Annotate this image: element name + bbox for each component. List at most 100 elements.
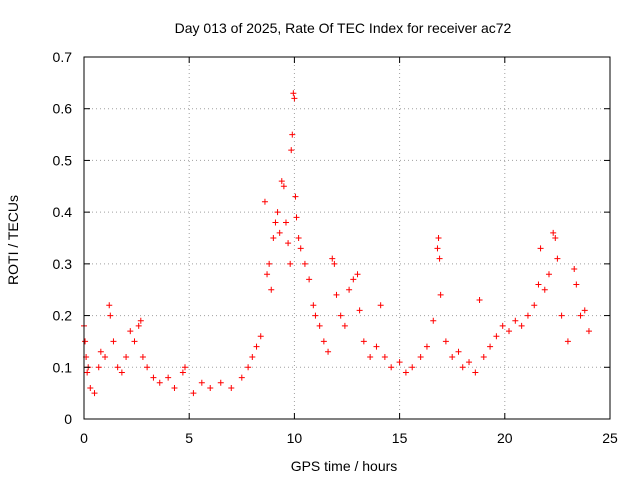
data-point bbox=[554, 255, 561, 262]
y-tick-labels: 0 0.1 0.2 0.3 0.4 0.5 0.6 0.7 bbox=[53, 49, 73, 427]
data-point bbox=[585, 328, 592, 335]
data-point bbox=[449, 353, 456, 360]
data-point bbox=[337, 312, 344, 319]
y-axis-title: ROTI / TECUs bbox=[5, 195, 21, 285]
data-point bbox=[466, 359, 473, 366]
data-point bbox=[287, 260, 294, 267]
data-point bbox=[217, 379, 224, 386]
y-tick-label: 0.4 bbox=[53, 204, 73, 220]
data-point bbox=[535, 281, 542, 288]
data-point bbox=[423, 343, 430, 350]
data-point bbox=[291, 95, 298, 102]
data-point bbox=[114, 364, 121, 371]
data-point bbox=[455, 348, 462, 355]
data-point bbox=[106, 302, 113, 309]
data-point bbox=[278, 178, 285, 185]
data-point bbox=[292, 193, 299, 200]
data-point bbox=[320, 338, 327, 345]
data-point bbox=[123, 353, 130, 360]
data-point bbox=[493, 333, 500, 340]
data-point bbox=[518, 322, 525, 329]
data-point bbox=[257, 333, 264, 340]
data-point bbox=[437, 291, 444, 298]
data-point bbox=[552, 235, 559, 241]
data-point bbox=[316, 322, 323, 329]
data-point bbox=[331, 260, 338, 267]
data-point bbox=[571, 266, 578, 273]
data-point bbox=[346, 286, 353, 293]
data-point bbox=[156, 379, 163, 386]
data-point bbox=[329, 255, 336, 262]
data-point bbox=[381, 353, 388, 360]
data-point bbox=[487, 343, 494, 350]
data-point bbox=[537, 245, 544, 252]
plot-frame bbox=[83, 56, 611, 420]
data-point bbox=[506, 328, 513, 335]
data-point bbox=[285, 240, 292, 247]
data-point bbox=[360, 338, 367, 345]
data-point bbox=[333, 291, 340, 298]
y-tick-label: 0.1 bbox=[53, 359, 73, 375]
x-tick-label: 15 bbox=[392, 430, 408, 446]
data-point bbox=[499, 322, 506, 329]
data-point bbox=[268, 286, 275, 293]
data-point bbox=[430, 317, 437, 324]
x-tick-label: 10 bbox=[287, 430, 303, 446]
tick-marks bbox=[83, 56, 611, 420]
y-tick-label: 0.6 bbox=[53, 101, 73, 117]
x-tick-label: 20 bbox=[497, 430, 513, 446]
data-point bbox=[179, 369, 186, 376]
data-point bbox=[238, 374, 245, 381]
y-tick-label: 0.2 bbox=[53, 308, 73, 324]
data-point bbox=[577, 312, 584, 319]
data-point bbox=[139, 353, 146, 360]
data-point bbox=[228, 384, 235, 391]
grid-layer bbox=[84, 57, 610, 419]
data-point bbox=[297, 245, 304, 252]
data-point bbox=[573, 281, 580, 288]
data-point bbox=[131, 338, 138, 345]
data-point bbox=[480, 353, 487, 360]
data-point bbox=[564, 338, 571, 345]
data-point bbox=[325, 348, 332, 355]
data-point bbox=[198, 379, 205, 386]
data-point bbox=[107, 312, 114, 319]
data-point bbox=[181, 364, 188, 371]
data-point bbox=[306, 276, 313, 283]
data-point bbox=[118, 369, 125, 376]
data-point bbox=[512, 317, 519, 324]
data-point bbox=[190, 390, 197, 397]
data-point bbox=[550, 229, 557, 236]
data-point bbox=[102, 353, 109, 360]
chart-title: Day 013 of 2025, Rate Of TEC Index for r… bbox=[175, 20, 512, 36]
data-point bbox=[435, 235, 442, 241]
data-point bbox=[290, 90, 297, 97]
data-point bbox=[91, 390, 98, 397]
data-point bbox=[288, 147, 295, 154]
data-point bbox=[341, 322, 348, 329]
data-point bbox=[97, 348, 104, 355]
data-point bbox=[434, 245, 441, 252]
data-point bbox=[310, 302, 317, 309]
data-point bbox=[289, 131, 296, 138]
x-tick-label: 5 bbox=[185, 430, 193, 446]
y-tick-label: 0.7 bbox=[53, 49, 73, 65]
y-tick-label: 0 bbox=[64, 411, 72, 427]
x-tick-label: 25 bbox=[602, 430, 618, 446]
data-point bbox=[476, 297, 483, 304]
data-point bbox=[137, 317, 144, 324]
data-point bbox=[144, 364, 151, 371]
data-point bbox=[581, 307, 588, 314]
data-point bbox=[367, 353, 374, 360]
x-axis-title: GPS time / hours bbox=[291, 458, 398, 474]
data-point bbox=[531, 302, 538, 309]
data-points bbox=[81, 90, 592, 397]
data-point bbox=[442, 338, 449, 345]
data-point bbox=[295, 235, 302, 241]
data-point bbox=[127, 328, 134, 335]
data-point bbox=[276, 229, 283, 236]
data-point bbox=[87, 384, 94, 391]
data-point bbox=[171, 384, 178, 391]
data-point bbox=[272, 219, 279, 226]
